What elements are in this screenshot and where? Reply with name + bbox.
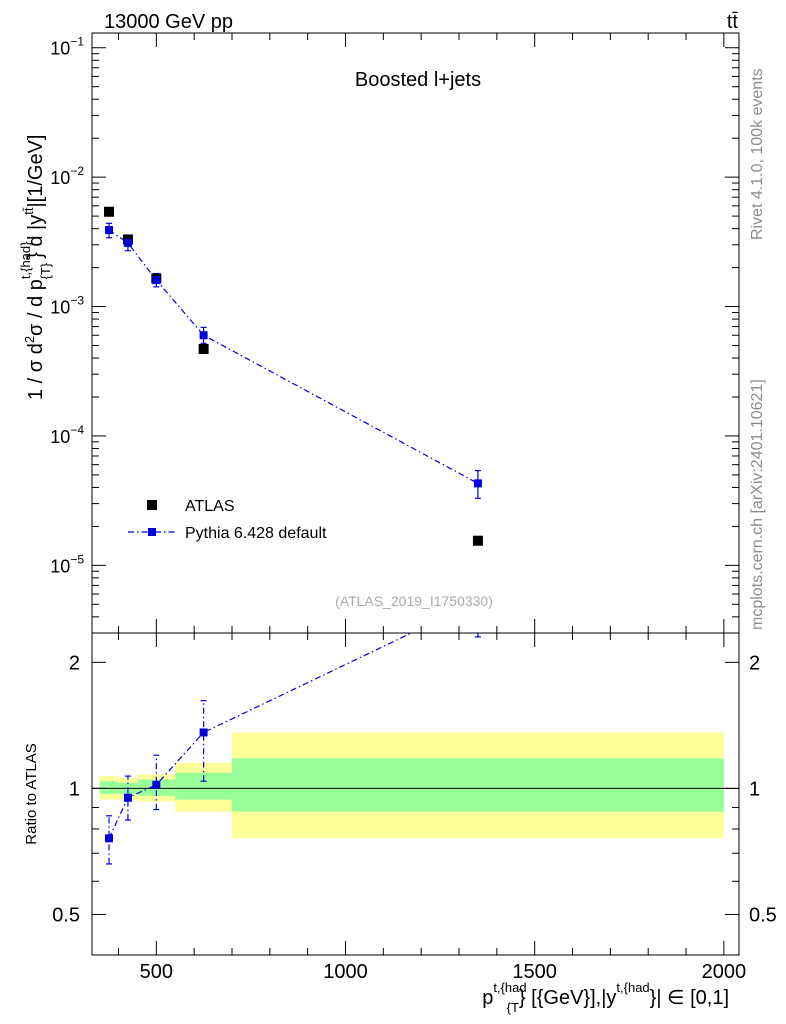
ratio-y-tick-label-left-0: 0.5 [52, 904, 80, 926]
atlas-point-0 [104, 206, 115, 217]
legend: ATLAS Pythia 6.428 default [128, 498, 327, 542]
ratio-band-inner-4 [231, 758, 724, 812]
ratio-y-tick-label-right-2: 2 [749, 652, 760, 674]
main-y-tick-labels: 10−5 10−4 10−3 10−2 10−1 [50, 35, 84, 577]
main-y-tick-label-4: 10−1 [50, 35, 84, 59]
chart-title: Boosted l+jets [355, 69, 481, 91]
mcplots-label: mcplots.cern.ch [arXiv:2401.10621] [749, 379, 766, 630]
main-panel: 10−5 10−4 10−3 10−2 10−1 Boosted l+jets (ATL… [18, 32, 740, 634]
mc-main-point-2 [152, 276, 161, 285]
analysis-label: (ATLAS_2019_I1750330) [335, 593, 493, 609]
ratio-y-tick-label-left-2: 2 [69, 652, 80, 674]
mc-ratio-point-0 [105, 834, 114, 843]
ratio-y-axis-label: Ratio to ATLAS [23, 743, 40, 844]
ratio-data-layer [105, 633, 481, 865]
mc-main-point-4 [473, 479, 482, 488]
mc-main-point-1 [123, 238, 132, 247]
legend-atlas-label: ATLAS [185, 498, 235, 515]
main-y-tick-label-3: 10−2 [50, 164, 84, 188]
ratio-y-tick-label-right-1: 1 [749, 778, 760, 800]
legend-mc-marker [148, 528, 156, 536]
main-data-layer [104, 206, 483, 546]
x-tick-label-0: 500 [140, 961, 173, 983]
ratio-axis-ticks [92, 633, 739, 956]
ratio-band-inner-0 [99, 781, 119, 794]
ratio-y-tick-label-right-0: 0.5 [749, 904, 777, 926]
energy-label: 13000 GeV pp [104, 11, 233, 33]
mc-ratio-point-2 [152, 780, 161, 789]
main-frame [91, 32, 740, 634]
ratio-bands [99, 732, 724, 839]
x-tick-label-2: 1500 [512, 961, 557, 983]
legend-mc-label: Pythia 6.428 default [185, 525, 327, 542]
x-tick-label-1: 1000 [323, 961, 368, 983]
svg-text:1 / σ d2σ / d pt,{had}{T}} d |: 1 / σ d2σ / d pt,{had} {T}} d |ytt̄|[1/Ge… [18, 135, 53, 401]
x-axis-label: pt,{had {T} [{GeV}],|yt,{had}| ∈ [0,1] [482, 980, 729, 1015]
ratio-y-tick-label-left-1: 1 [69, 778, 80, 800]
mc-main-line [108, 229, 479, 484]
mc-main-point-0 [105, 226, 114, 235]
main-y-tick-label-2: 10−3 [50, 294, 84, 318]
rivet-label: Rivet 4.1.0, 100k events [749, 68, 766, 240]
mc-ratio-point-3 [199, 728, 208, 737]
ratio-panel: 0.5 0.5 1 1 2 2 500 1000 1500 2000 Ratio to ATLAS… [23, 632, 777, 1015]
main-y-tick-label-1: 10−4 [50, 423, 84, 447]
mc-ratio-line [108, 633, 413, 839]
main-y-axis-label: 1 / σ d2σ / d pt,{had} {T}} d |ytt̄|[1/Ge… [18, 135, 53, 401]
x-tick-label-3: 2000 [702, 961, 747, 983]
mc-main-point-3 [199, 331, 208, 340]
atlas-point-4 [472, 535, 483, 546]
ratio-frame [91, 632, 740, 956]
legend-atlas-marker [147, 500, 157, 510]
ratio-tick-labels: 0.5 0.5 1 1 2 2 500 1000 1500 2000 [52, 652, 777, 983]
mc-ratio-point-1 [123, 793, 132, 802]
main-axis-ticks [92, 33, 739, 634]
process-label: tt̄ [727, 11, 739, 33]
atlas-point-3 [198, 343, 209, 354]
main-y-tick-label-0: 10−5 [50, 552, 84, 576]
